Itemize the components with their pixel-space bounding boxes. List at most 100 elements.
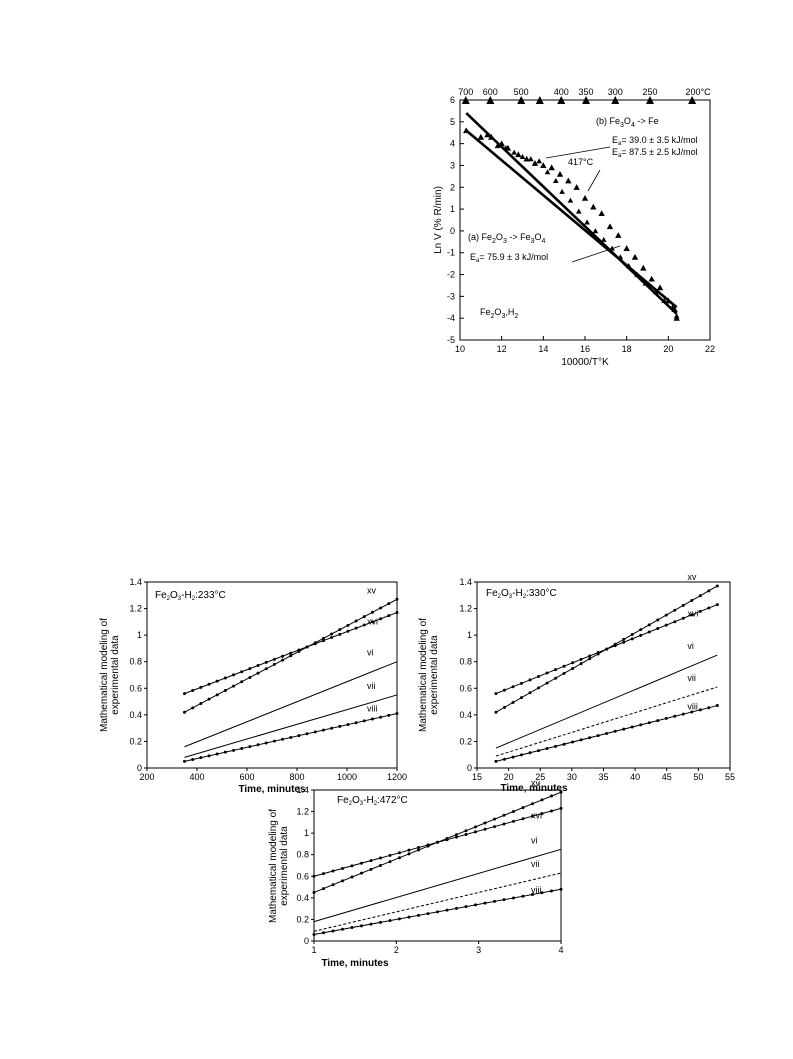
series-point-xv: [647, 623, 651, 627]
series-point-viii: [622, 727, 626, 731]
series-point-xvi: [630, 637, 634, 641]
series-point-viii: [256, 743, 260, 747]
series-point-xv: [537, 686, 541, 690]
top-axis-label: 500: [514, 87, 529, 97]
series-point-viii: [313, 730, 317, 734]
data-point-b: [484, 132, 490, 138]
series-point-viii: [388, 919, 392, 923]
series-point-xv: [407, 852, 411, 856]
series-point-viii: [528, 751, 532, 755]
series-point-xv: [511, 700, 515, 704]
series-point-xvi: [362, 623, 366, 627]
top-axis-marker: [557, 96, 566, 104]
series-point-viii: [360, 924, 363, 928]
series-point-xvi: [264, 660, 268, 664]
arrhenius-y-tick-label: -1: [447, 248, 455, 258]
series-point-xv: [502, 813, 506, 817]
model-chart-472: 0 0.2 0.4 0.6 0.8 1 1.2 1.4 1 2 3 4 xv xvi vi vii viii F…: [268, 778, 564, 969]
series-point-xvi: [350, 864, 354, 868]
arrhenius-y-tick-label: 1: [450, 204, 455, 214]
data-point-b: [661, 297, 667, 304]
series-point-viii: [207, 754, 211, 758]
series-point-xv: [321, 636, 325, 640]
series-point-viii: [455, 906, 458, 910]
arrhenius-y-tick-label: -4: [447, 313, 455, 323]
leader-line-a: [571, 245, 621, 263]
series-point-xvi: [613, 644, 617, 648]
model-472-title: Fe2O3-H2:472°C: [337, 795, 408, 807]
series-point-xv: [664, 613, 668, 617]
series-point-xv: [223, 688, 227, 692]
arrhenius-y-tick-label: 6: [450, 95, 455, 105]
series-point-xvi: [531, 814, 534, 818]
series-point-xvi: [417, 846, 420, 850]
series-point-xvi: [520, 681, 524, 685]
series-point-xv: [559, 790, 563, 794]
data-point-b: [584, 219, 590, 225]
series-point-viii: [647, 721, 651, 725]
series-point-viii: [398, 917, 401, 921]
y-tick-label: 0.2: [459, 736, 472, 746]
series-point-xvi: [521, 817, 525, 821]
leader-line-b: [545, 146, 611, 159]
series-point-xv: [207, 697, 211, 701]
series-point-xv: [417, 848, 420, 852]
data-point-a: [648, 275, 655, 282]
series-point-xvi: [502, 822, 506, 826]
series-point-viii: [346, 723, 350, 727]
series-point-viii: [417, 913, 420, 917]
data-point-a: [488, 133, 495, 140]
series-point-viii: [445, 908, 449, 912]
series-point-viii: [474, 903, 477, 907]
series-line-vi: [184, 661, 398, 748]
series-point-viii: [690, 710, 694, 714]
model-330-title: Fe2O3-H2:330°C: [486, 588, 557, 600]
y-tick-label: 0.4: [459, 710, 472, 720]
model-330-x-axis-label: Time, minutes: [500, 783, 567, 794]
series-point-viii: [664, 716, 668, 720]
data-point-b: [559, 188, 565, 194]
top-axis-label: 250: [642, 87, 657, 97]
data-point-a: [615, 232, 622, 238]
series-point-xv: [369, 867, 373, 871]
series-point-viii: [379, 920, 382, 924]
series-point-xv: [354, 619, 358, 623]
series-point-xv: [331, 883, 335, 887]
series-point-xv: [398, 856, 401, 860]
series-point-xv: [493, 817, 496, 821]
data-point-a: [556, 170, 564, 177]
series-point-xv: [540, 798, 544, 802]
x-tick-label: 15: [472, 772, 482, 782]
series-point-xv: [183, 710, 186, 714]
series-point-xvi: [639, 633, 643, 637]
arrhenius-y-tick-label: 4: [450, 139, 455, 149]
series-point-viii: [502, 898, 506, 902]
series-point-xv: [550, 794, 553, 798]
y-tick-label: 1: [304, 828, 309, 838]
series-point-xv: [545, 681, 549, 685]
series-point-viii: [436, 910, 439, 914]
series-label-xvi: xvi: [367, 617, 378, 627]
data-point-b: [503, 145, 509, 151]
series-point-xvi: [664, 623, 668, 627]
series-point-viii: [559, 887, 563, 891]
series-point-xv: [528, 691, 532, 695]
data-point-a: [656, 284, 664, 291]
arrhenius-y-tick-label: -5: [447, 335, 455, 345]
series-point-viii: [520, 753, 524, 757]
arrhenius-y-tick-label: 2: [450, 182, 455, 192]
annotation-system: Fe2O3,H2: [480, 307, 518, 320]
series-point-xv: [272, 662, 276, 666]
top-axis-marker: [461, 96, 470, 104]
series-point-xvi: [346, 629, 350, 633]
data-point-a: [590, 203, 597, 210]
data-point-a: [498, 140, 505, 147]
series-point-xvi: [571, 661, 575, 665]
series-point-xvi: [494, 692, 498, 696]
arrhenius-y-tick-label: -3: [447, 291, 455, 301]
series-point-viii: [588, 736, 592, 740]
top-axis-marker: [582, 96, 591, 104]
series-point-viii: [338, 724, 342, 728]
series-point-xvi: [360, 861, 363, 865]
series-point-xv: [681, 603, 685, 607]
